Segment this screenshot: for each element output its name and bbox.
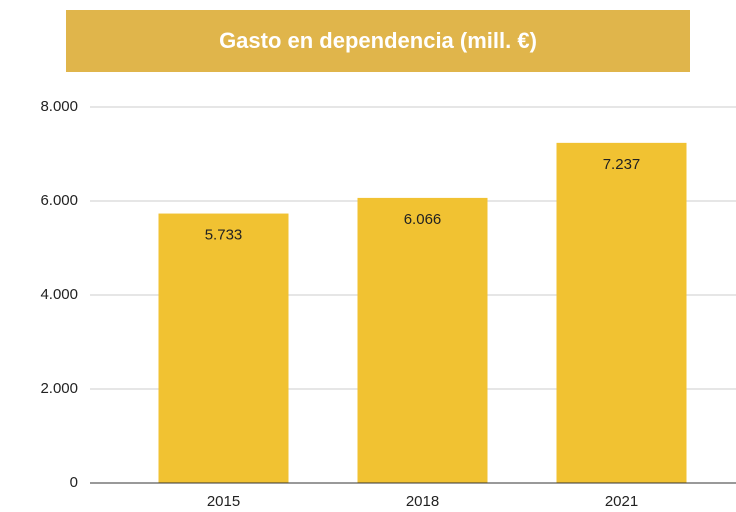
value-label: 7.237 [603, 156, 641, 173]
bar [158, 213, 289, 483]
title-box [66, 10, 690, 72]
y-tick-label: 2.000 [40, 380, 78, 397]
value-label: 5.733 [205, 227, 243, 244]
x-tick-label: 2015 [207, 493, 240, 510]
bar [357, 197, 488, 483]
y-tick-label: 6.000 [40, 192, 78, 209]
x-tick-label: 2018 [406, 493, 439, 510]
value-label: 6.066 [404, 211, 442, 228]
y-tick-label: 0 [70, 474, 78, 491]
y-tick-label: 4.000 [40, 286, 78, 303]
bar [556, 142, 687, 483]
chart-title: Gasto en dependencia (mill. €) [219, 28, 537, 53]
x-tick-label: 2021 [605, 493, 638, 510]
y-tick-label: 8.000 [40, 98, 78, 115]
